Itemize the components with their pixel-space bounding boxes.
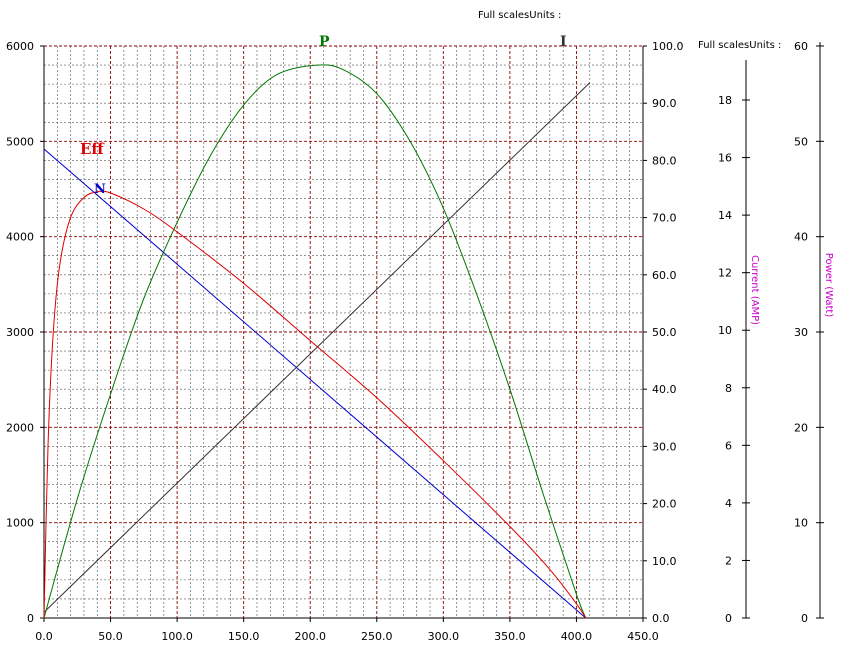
series-line-p xyxy=(43,64,587,619)
x-tick-label: 150.0 xyxy=(228,630,260,643)
x-tick-label: 50.0 xyxy=(98,630,123,643)
y-power-tick-label: 0 xyxy=(801,612,808,625)
y-eff-tick-label: 60.0 xyxy=(652,269,677,282)
y-left-tick-label: 1000 xyxy=(6,517,34,530)
power-axis-label: Power (Watt) xyxy=(823,253,834,318)
y-power-tick-label: 60 xyxy=(794,40,808,53)
y-left-tick-label: 3000 xyxy=(6,326,34,339)
y-eff-tick-label: 70.0 xyxy=(652,212,677,225)
y-current-tick-label: 4 xyxy=(725,497,732,510)
x-tick-label: 300.0 xyxy=(428,630,460,643)
y-current-tick-label: 2 xyxy=(725,554,732,567)
series-label-n: N xyxy=(94,182,106,197)
header-right: Full scalesUnits : xyxy=(698,40,781,51)
x-tick-label: 200.0 xyxy=(294,630,326,643)
y-left-tick-label: 4000 xyxy=(6,231,34,244)
x-tick-label: 250.0 xyxy=(361,630,393,643)
y-power-tick-label: 20 xyxy=(794,421,808,434)
series-line-n xyxy=(43,148,587,619)
y-eff-tick-label: 10.0 xyxy=(652,555,677,568)
y-eff-tick-label: 90.0 xyxy=(652,97,677,110)
series-label-i: I xyxy=(560,34,567,50)
x-tick-label: 450.0 xyxy=(627,630,659,643)
y-current-tick-label: 10 xyxy=(718,324,732,337)
y-eff-tick-label: 40.0 xyxy=(652,383,677,396)
y-power-tick-label: 30 xyxy=(794,326,808,339)
y-current-tick-label: 12 xyxy=(718,267,732,280)
y-eff-tick-label: 20.0 xyxy=(652,498,677,511)
x-tick-label: 0.0 xyxy=(35,630,53,643)
y-eff-tick-label: 100.0 xyxy=(652,40,684,53)
y-eff-tick-label: 30.0 xyxy=(652,440,677,453)
tick-labels: 0.0 50.0 100.0 150.0 200.0 250.0 300.0 350.0 400… xyxy=(6,40,834,643)
y-current-tick-label: 14 xyxy=(718,209,732,222)
y-current-tick-label: 18 xyxy=(718,94,732,107)
series-line-i xyxy=(43,82,591,613)
y-power-tick-label: 40 xyxy=(794,231,808,244)
y-power-tick-label: 50 xyxy=(794,135,808,148)
y-current-tick-label: 0 xyxy=(725,612,732,625)
x-tick-label: 100.0 xyxy=(161,630,193,643)
y-current-tick-label: 8 xyxy=(725,382,732,395)
x-tick-label: 400.0 xyxy=(561,630,593,643)
y-left-tick-label: 6000 xyxy=(6,40,34,53)
y-eff-tick-label: 50.0 xyxy=(652,326,677,339)
current-axis-label: Current (AMP) xyxy=(749,255,760,325)
y-eff-tick-label: 0.0 xyxy=(652,612,670,625)
header-top: Full scalesUnits : xyxy=(478,10,561,21)
series-label-p: P xyxy=(319,34,330,50)
y-current-tick-label: 16 xyxy=(718,152,732,165)
plot-frame xyxy=(43,45,644,619)
y-left-tick-label: 0 xyxy=(27,612,34,625)
y-left-tick-label: 5000 xyxy=(6,135,34,148)
series-labels: N I P Eff xyxy=(80,34,567,197)
grid xyxy=(43,45,644,619)
series-label-eff: Eff xyxy=(80,140,105,158)
y-current-tick-label: 6 xyxy=(725,439,732,452)
x-tick-label: 350.0 xyxy=(494,630,526,643)
series-line-eff xyxy=(43,190,587,619)
series-lines xyxy=(43,64,591,619)
y-power-tick-label: 10 xyxy=(794,517,808,530)
y-eff-tick-label: 80.0 xyxy=(652,154,677,167)
y-left-tick-label: 2000 xyxy=(6,421,34,434)
